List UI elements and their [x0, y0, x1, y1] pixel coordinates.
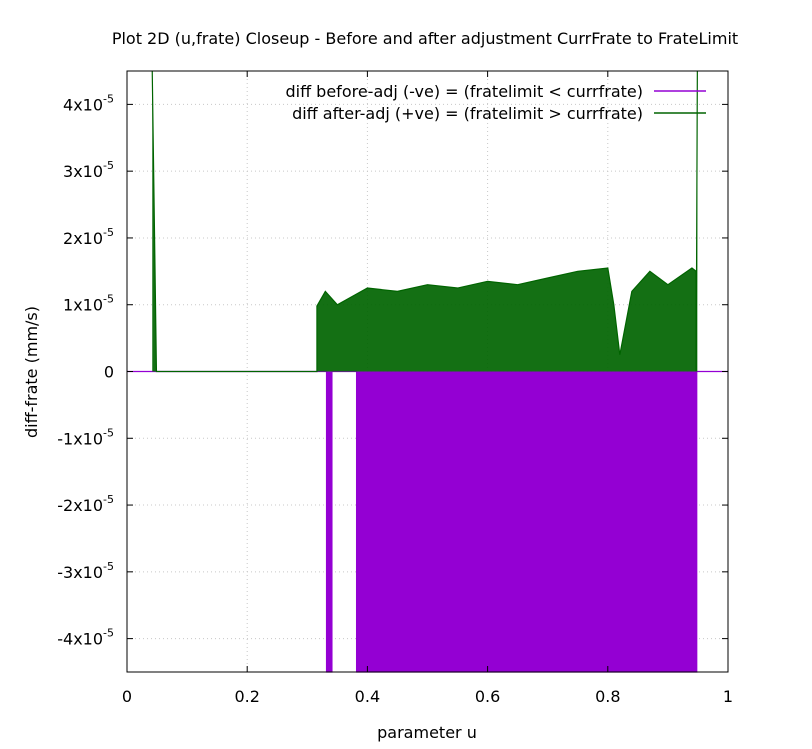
series-2-line: [151, 70, 698, 373]
plot-data: [127, 70, 728, 673]
legend-label-series-1: diff before-adj (-ve) = (fratelimit < cu…: [285, 82, 643, 101]
y-tick-label: 3x10-5: [63, 159, 114, 181]
y-tick-label: -3x10-5: [57, 560, 114, 582]
x-tick-label: 0.4: [355, 687, 380, 706]
x-tick-label: 0.8: [595, 687, 620, 706]
y-axis-title: diff-frate (mm/s): [22, 306, 41, 438]
y-tick-label: 4x10-5: [63, 92, 114, 114]
x-tick-label: 0.2: [234, 687, 259, 706]
x-tick-label: 0: [122, 687, 132, 706]
legend: diff before-adj (-ve) = (fratelimit < cu…: [285, 82, 706, 123]
axis-ticks: 0 0.2 0.4 0.6 0.8 1 4x10-5 3x10-5 2x10-5 1x10-5 0 -…: [57, 71, 733, 706]
y-tick-label: 2x10-5: [63, 226, 114, 248]
series-1-area: [127, 371, 728, 672]
y-tick-label: 1x10-5: [63, 293, 114, 315]
y-tick-label: -2x10-5: [57, 493, 114, 515]
x-tick-label: 1: [723, 687, 733, 706]
series-2-area: [152, 71, 698, 372]
x-tick-label: 0.6: [475, 687, 500, 706]
y-tick-label: -1x10-5: [57, 426, 114, 448]
y-tick-label: -4x10-5: [57, 627, 114, 649]
x-axis-title: parameter u: [377, 723, 477, 742]
y-tick-label: 0: [104, 363, 114, 382]
chart-title: Plot 2D (u,frate) Closeup - Before and a…: [112, 29, 738, 48]
legend-label-series-2: diff after-adj (+ve) = (fratelimit > cur…: [292, 104, 643, 123]
